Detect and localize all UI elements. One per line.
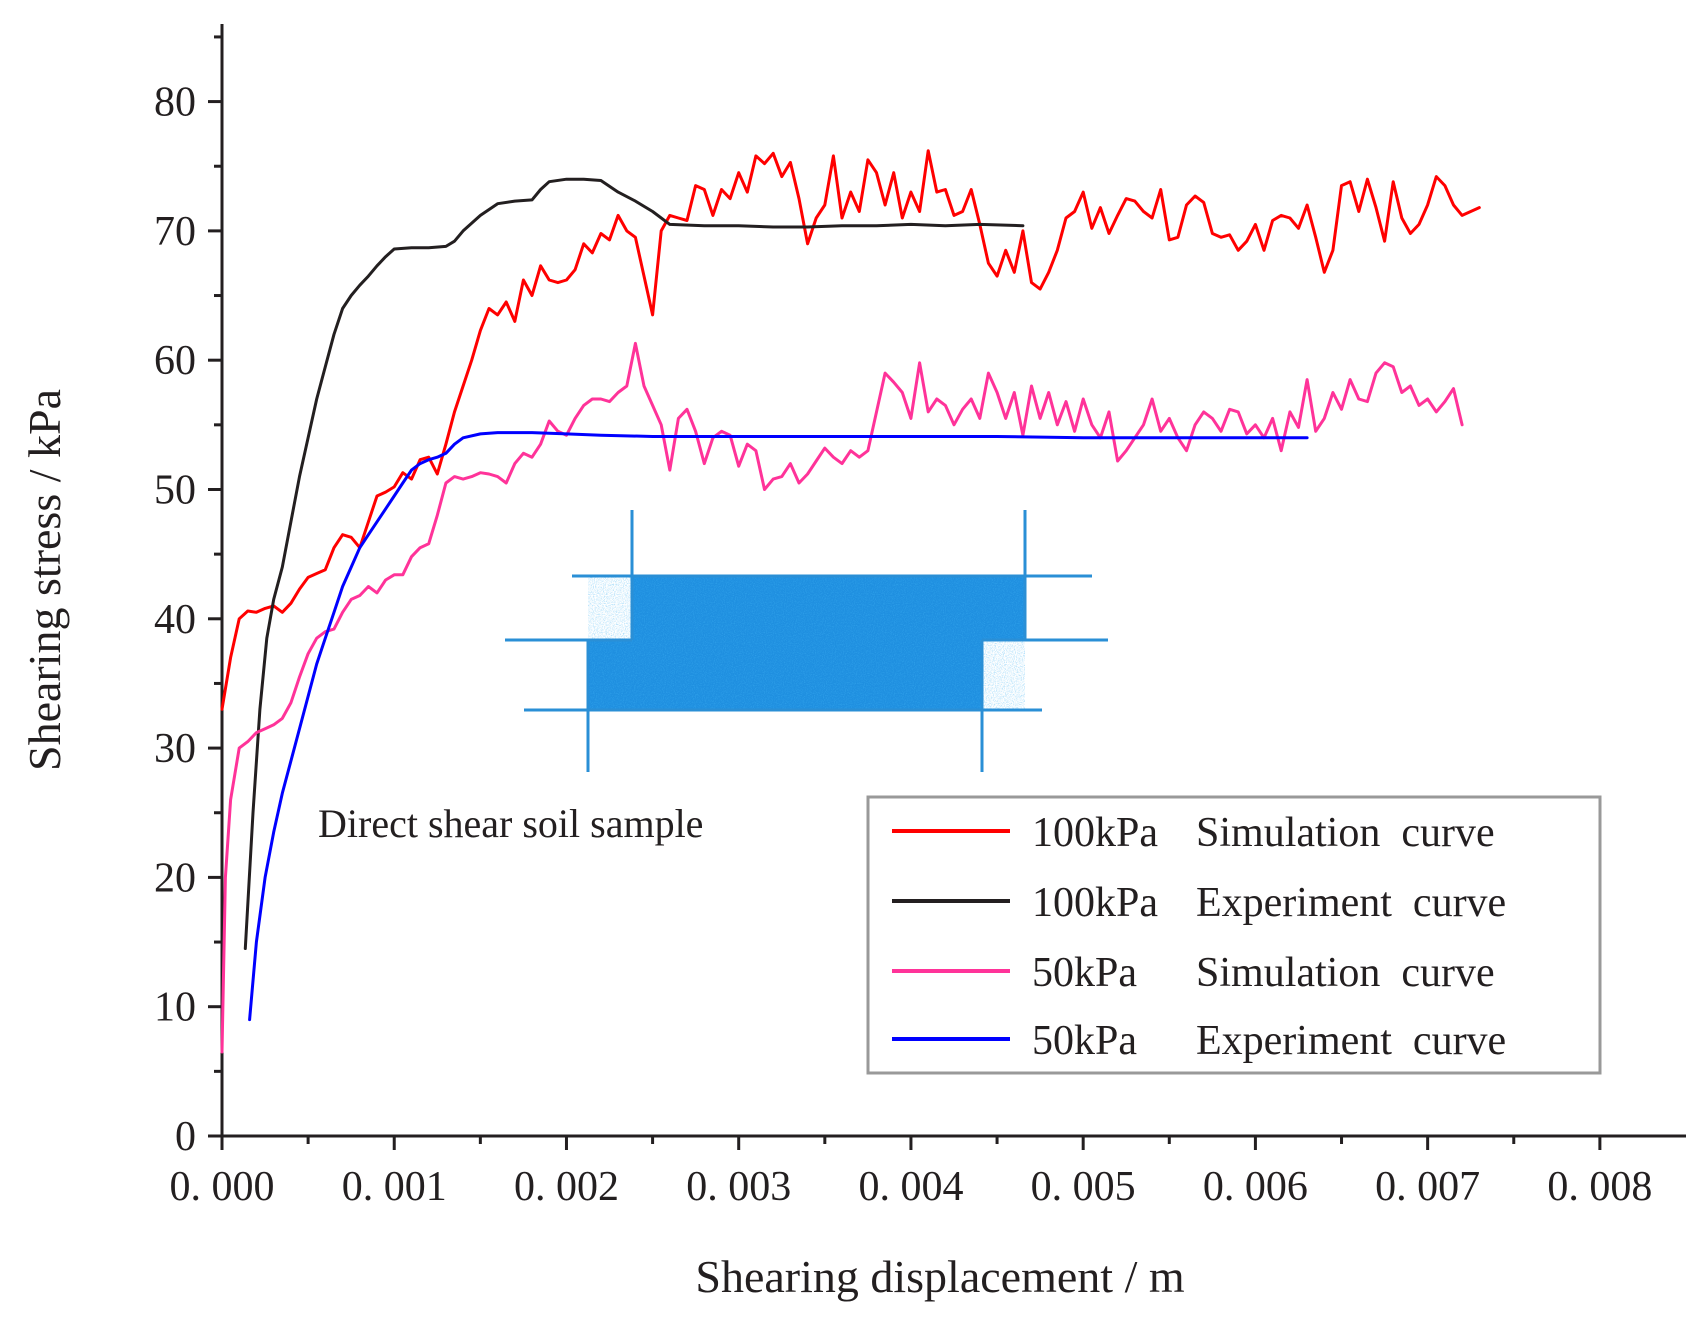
y-axis-title: Shearing stress / kPa [19, 389, 70, 771]
series-line-100kpa-experiment-curve [243, 177, 1025, 950]
legend-pressure: 50kPa [1032, 950, 1137, 996]
y-tick-label: 40 [154, 597, 196, 643]
legend-frame [866, 795, 1602, 1075]
x-tick-label: 0. 006 [1203, 1164, 1308, 1210]
legend-description: Simulation curve [1196, 810, 1495, 856]
legend-entries: 100kPa Simulation curve 100kPa Experiment c… [892, 810, 1506, 1064]
series-layer [220, 149, 1481, 1054]
x-tick-label: 0. 000 [170, 1164, 275, 1210]
x-tick-label: 0. 005 [1031, 1164, 1136, 1210]
inset-caption: Direct shear soil sample [318, 801, 703, 846]
y-tick-label: 50 [154, 467, 196, 513]
x-tick-label: 0. 002 [514, 1164, 619, 1210]
y-tick-label: 20 [154, 855, 196, 901]
y-tick-label: 80 [154, 80, 196, 126]
series-line-50kpa-experiment-curve [248, 431, 1309, 1022]
y-tick-label: 60 [154, 338, 196, 384]
y-ticks: 0 10 20 30 40 50 60 70 80 [154, 35, 222, 1160]
legend-pressure: 100kPa [1032, 810, 1158, 856]
legend-pressure: 100kPa [1032, 880, 1158, 926]
x-axis-title: Shearing displacement / m [695, 1251, 1184, 1302]
direct-shear-sample-illustration: Direct shear soil sample [318, 510, 1108, 846]
y-tick-label: 10 [154, 985, 196, 1031]
legend-description: Experiment curve [1196, 1018, 1506, 1064]
series-line-50kpa-simulation-curve [220, 341, 1464, 1054]
legend-description: Simulation curve [1196, 950, 1495, 996]
legend: 100kPa Simulation curve 100kPa Experiment c… [866, 795, 1602, 1075]
x-tick-label: 0. 004 [858, 1164, 963, 1210]
x-ticks: 0. 000 0. 001 0. 002 0. 003 0. 004 0. 005 0. 0… [170, 1136, 1652, 1210]
x-tick-label: 0. 001 [342, 1164, 447, 1210]
legend-description: Experiment curve [1196, 880, 1506, 926]
y-tick-label: 70 [154, 209, 196, 255]
x-tick-label: 0. 003 [686, 1164, 791, 1210]
series-line-100kpa-simulation-curve [220, 149, 1481, 711]
legend-pressure: 50kPa [1032, 1018, 1137, 1064]
y-tick-label: 30 [154, 726, 196, 772]
soil-sample-texture [588, 576, 1025, 710]
x-tick-label: 0. 007 [1375, 1164, 1480, 1210]
x-tick-label: 0. 008 [1547, 1164, 1652, 1210]
y-tick-label: 0 [175, 1114, 196, 1160]
